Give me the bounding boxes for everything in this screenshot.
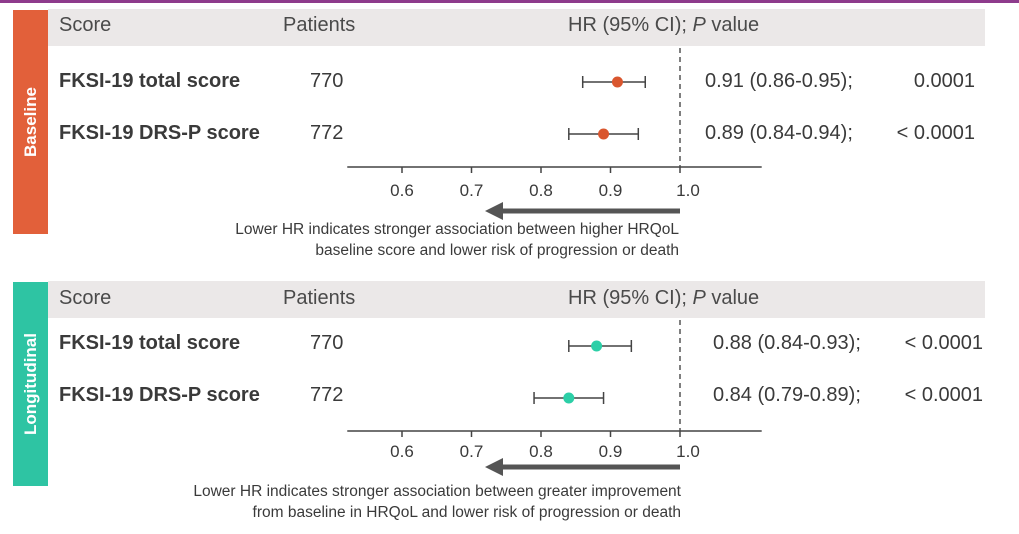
baseline-row2-score: FKSI-19 DRS-P score (59, 122, 260, 144)
baseline-row2-patients: 772 (310, 122, 344, 144)
x-tick-label: 0.7 (460, 181, 484, 200)
top-rule (0, 0, 1019, 3)
longitudinal-header-hr: HR (95% CI); P value (568, 287, 759, 310)
longitudinal-row2-score: FKSI-19 DRS-P score (59, 384, 260, 406)
longitudinal-forest-plot: 0.6 0.7 0.8 0.9 1.0 (347, 320, 762, 476)
longitudinal-tab: Longitudinal (13, 282, 48, 486)
x-tick-label: 0.9 (599, 181, 623, 200)
header-hr-prefix: HR (95% CI); (568, 287, 693, 309)
baseline-tab: Baseline (13, 10, 48, 234)
baseline-note-line2: baseline score and lower risk of progres… (315, 242, 679, 259)
baseline-header-bar (48, 9, 985, 46)
baseline-row1-patients: 770 (310, 70, 344, 92)
x-tick-label: 0.8 (529, 181, 553, 200)
header-hr-prefix: HR (95% CI); (568, 14, 693, 36)
hr-point (611, 76, 623, 88)
header-hr-suffix: value (705, 287, 760, 309)
baseline-row2-p: < 0.0001 (896, 122, 975, 144)
x-tick-label: 0.6 (390, 442, 414, 461)
header-hr-italic: P (692, 287, 706, 309)
header-hr-italic: P (692, 14, 706, 36)
hr-point (563, 392, 575, 404)
longitudinal-row1-hr: 0.88 (0.84-0.93); (713, 332, 861, 354)
direction-arrow-head (485, 202, 503, 220)
baseline-row1-hr: 0.91 (0.86-0.95); (705, 70, 853, 92)
baseline-header-patients: Patients (283, 14, 356, 36)
longitudinal-header-patients: Patients (283, 287, 356, 309)
longitudinal-row1-score: FKSI-19 total score (59, 332, 241, 354)
header-hr-suffix: value (705, 14, 760, 36)
baseline-row1-p: 0.0001 (913, 70, 975, 92)
hr-point (598, 128, 610, 140)
longitudinal-row2-p: < 0.0001 (904, 384, 983, 406)
longitudinal-header-score: Score (59, 287, 112, 309)
longitudinal-row2-patients: 772 (310, 384, 344, 406)
baseline-row1-score: FKSI-19 total score (59, 70, 241, 92)
baseline-note: Lower HR indicates stronger association … (235, 219, 679, 261)
x-tick-label: 0.6 (390, 181, 414, 200)
direction-arrow-head (485, 458, 503, 476)
longitudinal-row1-patients: 770 (310, 332, 344, 354)
baseline-header-hr: HR (95% CI); P value (568, 14, 759, 37)
longitudinal-row1-p: < 0.0001 (904, 332, 983, 354)
x-tick-label: 1.0 (676, 181, 700, 200)
x-tick-label: 0.7 (460, 442, 484, 461)
longitudinal-note-line2: from baseline in HRQoL and lower risk of… (252, 504, 681, 521)
x-tick-label: 0.8 (529, 442, 553, 461)
hr-point (591, 340, 603, 352)
x-tick-label: 0.9 (599, 442, 623, 461)
longitudinal-header-bar (48, 281, 985, 318)
baseline-note-line1: Lower HR indicates stronger association … (235, 221, 679, 238)
baseline-forest-plot: 0.6 0.7 0.8 0.9 1.0 (347, 48, 762, 220)
longitudinal-note: Lower HR indicates stronger association … (193, 481, 681, 523)
baseline-header-score: Score (59, 14, 112, 36)
x-tick-label: 1.0 (676, 442, 700, 461)
longitudinal-note-line1: Lower HR indicates stronger association … (193, 483, 681, 500)
longitudinal-row2-hr: 0.84 (0.79-0.89); (713, 384, 861, 406)
baseline-row2-hr: 0.89 (0.84-0.94); (705, 122, 853, 144)
